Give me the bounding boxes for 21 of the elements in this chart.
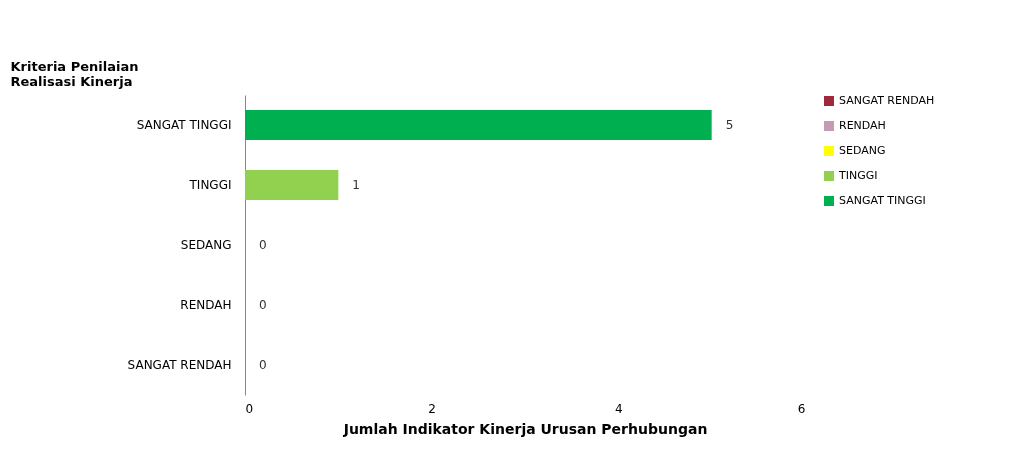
data-label: 0 [259, 238, 267, 252]
legend-label: SANGAT TINGGI [839, 194, 926, 207]
y-tick-label: TINGGI [188, 178, 232, 192]
x-tick-label: 0 [245, 401, 254, 416]
legend-label: RENDAH [839, 119, 886, 132]
y-tick-label: SANGAT TINGGI [136, 118, 232, 132]
y-axis-title: Kriteria Penilaian Realisasi Kinerja [10, 58, 139, 89]
data-label: 1 [352, 178, 360, 192]
x-axis-title: Jumlah Indikator Kinerja Urusan Perhubungan [342, 420, 708, 437]
x-tick-label: 4 [615, 401, 623, 416]
y-tick-label: SANGAT RENDAH [127, 358, 232, 372]
data-label: 5 [725, 118, 734, 132]
legend-label: SEDANG [839, 144, 886, 157]
y-tick-label: RENDAH [180, 298, 232, 312]
x-tick-label: 6 [797, 401, 806, 416]
y-tick-label: SEDANG [180, 238, 232, 252]
data-label: 0 [259, 298, 267, 312]
legend-label: TINGGI [838, 169, 878, 182]
x-tick-label: 2 [428, 401, 436, 416]
legend-label: SANGAT RENDAH [839, 94, 935, 107]
data-label: 0 [259, 358, 267, 372]
